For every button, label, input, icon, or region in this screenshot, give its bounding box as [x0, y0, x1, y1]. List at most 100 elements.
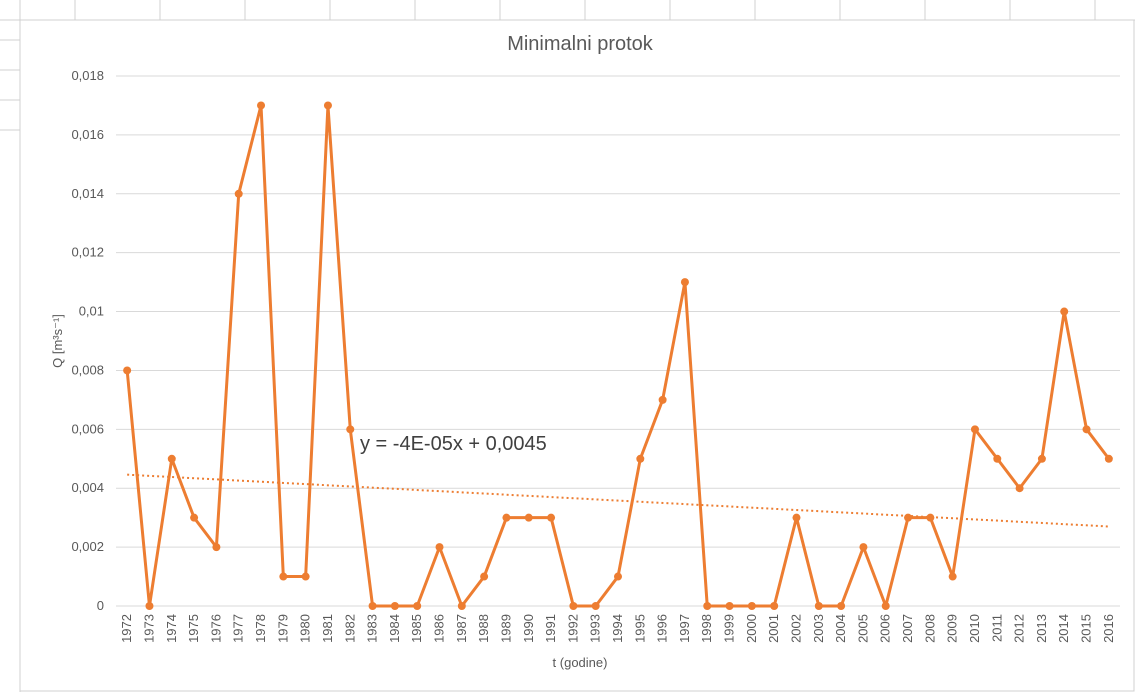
chart-title: Minimalni protok	[507, 33, 654, 55]
point-marker	[346, 425, 355, 434]
x-tick-label: 2013	[1034, 614, 1049, 643]
y-tick-label: 0,008	[71, 362, 104, 377]
x-tick-label: 2007	[900, 614, 915, 643]
point-marker	[725, 602, 734, 610]
x-tick-label: 1976	[208, 614, 223, 643]
x-tick-label: 1980	[298, 614, 313, 643]
point-marker	[569, 602, 578, 610]
y-tick-label: 0,002	[71, 539, 104, 554]
x-tick-label: 1995	[632, 614, 647, 643]
point-marker	[390, 602, 399, 610]
x-tick-label: 2002	[788, 614, 803, 643]
x-tick-label: 2008	[922, 614, 937, 643]
point-marker	[703, 602, 712, 610]
x-tick-label: 2004	[833, 614, 848, 643]
point-marker	[368, 602, 377, 610]
point-marker	[680, 278, 689, 287]
point-marker	[279, 572, 288, 581]
y-tick-label: 0,004	[71, 480, 104, 495]
x-tick-label: 1975	[186, 614, 201, 643]
x-tick-label: 1998	[699, 614, 714, 643]
point-marker	[123, 366, 132, 375]
point-marker	[904, 513, 913, 522]
x-tick-label: 1981	[320, 614, 335, 643]
point-marker	[457, 602, 466, 610]
x-tick-label: 1993	[588, 614, 603, 643]
point-marker	[658, 395, 667, 404]
x-tick-label: 1999	[722, 614, 737, 643]
x-tick-label: 2006	[878, 614, 893, 643]
point-marker	[881, 602, 890, 610]
point-marker	[1037, 454, 1046, 463]
point-marker	[1015, 484, 1024, 493]
point-marker	[747, 602, 756, 610]
point-marker	[1060, 307, 1069, 316]
x-tick-label: 1988	[476, 614, 491, 643]
point-marker	[837, 602, 846, 610]
point-marker	[970, 425, 979, 434]
x-tick-label: 1997	[677, 614, 692, 643]
x-tick-label: 1985	[409, 614, 424, 643]
point-marker	[212, 543, 221, 552]
x-tick-label: 1973	[141, 614, 156, 643]
x-tick-label: 2001	[766, 614, 781, 643]
point-marker	[614, 572, 622, 581]
x-tick-label: 1977	[231, 614, 246, 643]
x-tick-label: 2005	[855, 614, 870, 643]
point-marker	[770, 602, 779, 610]
x-tick-label: 1983	[365, 614, 380, 643]
x-tick-label: 2003	[811, 614, 826, 643]
x-tick-label: 2015	[1079, 614, 1094, 643]
x-tick-label: 1991	[543, 614, 558, 643]
point-marker	[257, 101, 266, 110]
x-tick-label: 2000	[744, 614, 759, 643]
trendline-equation: y = -4E-05x + 0,0045	[360, 433, 547, 455]
point-marker	[145, 602, 154, 610]
point-marker	[234, 189, 243, 198]
y-tick-label: 0,018	[71, 68, 104, 83]
y-tick-label: 0,016	[71, 127, 104, 142]
x-axis-label: t (godine)	[553, 655, 608, 670]
x-tick-label: 1989	[498, 614, 513, 643]
point-marker	[926, 513, 935, 522]
y-tick-label: 0,01	[79, 304, 104, 319]
y-tick-label: 0,014	[71, 186, 104, 201]
point-marker	[435, 543, 444, 552]
x-tick-label: 1974	[164, 614, 179, 643]
x-tick-label: 2016	[1101, 614, 1116, 643]
y-tick-label: 0	[97, 598, 104, 613]
y-axis-label: Q [m³s⁻¹]	[50, 314, 65, 368]
point-marker	[502, 513, 511, 522]
point-marker	[591, 602, 600, 610]
point-marker	[1104, 454, 1113, 463]
point-marker	[547, 513, 556, 522]
point-marker	[859, 543, 868, 552]
x-tick-label: 1972	[119, 614, 134, 643]
x-tick-label: 1979	[275, 614, 290, 643]
y-tick-label: 0,006	[71, 421, 104, 436]
x-tick-label: 1978	[253, 614, 268, 643]
point-marker	[524, 513, 533, 522]
x-tick-label: 1996	[655, 614, 670, 643]
x-tick-label: 1986	[432, 614, 447, 643]
x-tick-label: 1982	[342, 614, 357, 643]
point-marker	[792, 513, 801, 522]
x-tick-label: 2012	[1012, 614, 1027, 643]
x-tick-label: 1987	[454, 614, 469, 643]
x-tick-label: 2014	[1056, 614, 1071, 643]
point-marker	[1082, 425, 1091, 434]
point-marker	[167, 454, 176, 463]
x-tick-label: 1992	[565, 614, 580, 643]
x-tick-label: 2009	[945, 614, 960, 643]
point-marker	[323, 101, 332, 110]
point-marker	[413, 602, 422, 610]
x-tick-label: 1984	[387, 614, 402, 643]
point-marker	[993, 454, 1002, 463]
point-marker	[190, 513, 199, 522]
point-marker	[814, 602, 823, 610]
trendline	[127, 473, 1109, 528]
x-tick-label: 1990	[521, 614, 536, 643]
x-tick-label: 2011	[989, 614, 1004, 642]
